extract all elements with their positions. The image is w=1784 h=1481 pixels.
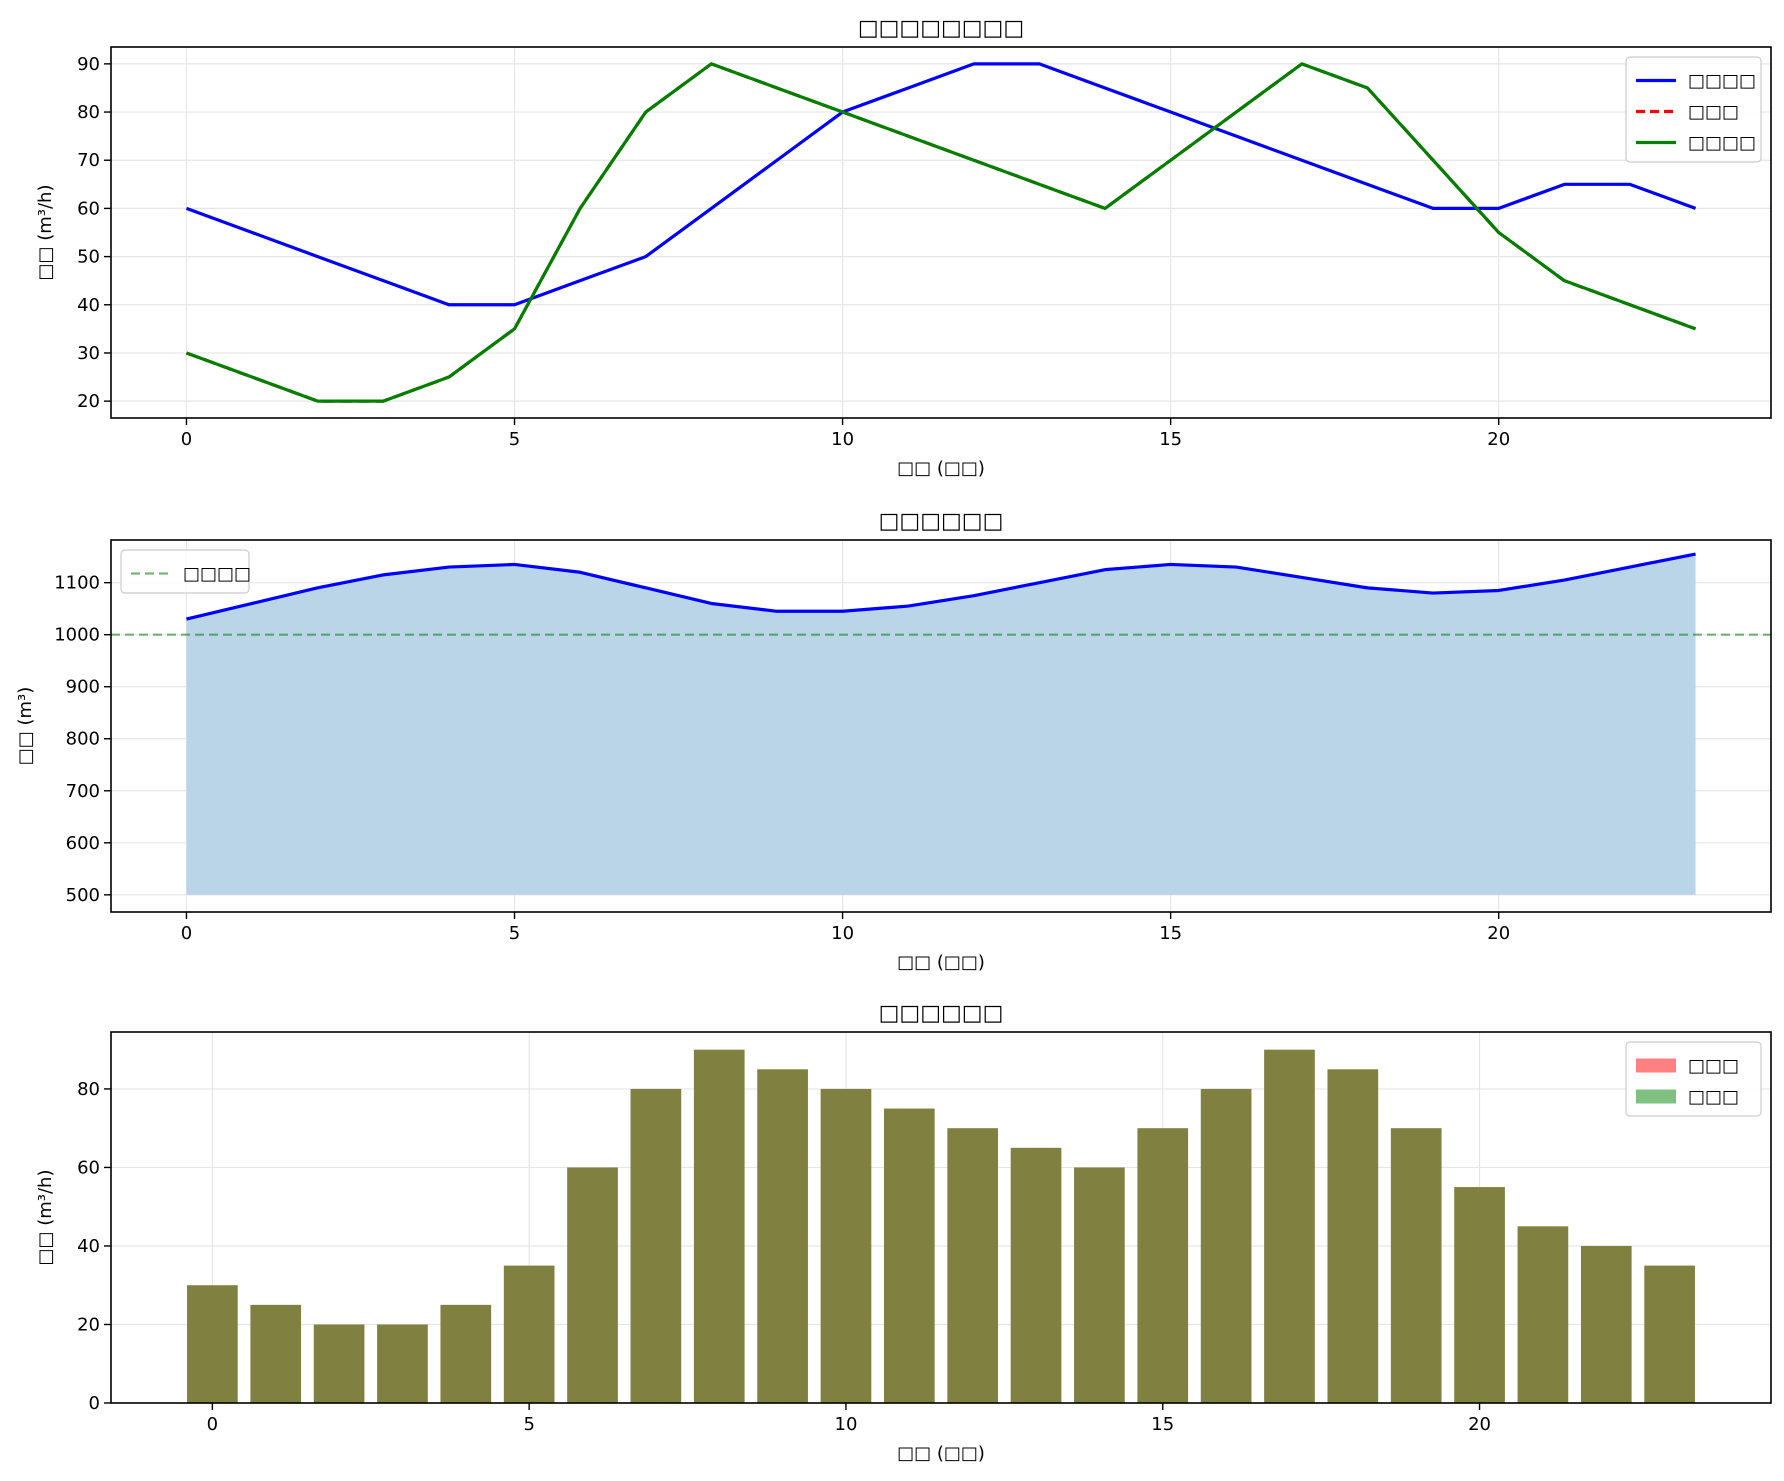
- bar: [1517, 1226, 1569, 1403]
- y-tick-label: 30: [77, 343, 100, 364]
- x-axis-label: □□ (□□): [897, 458, 985, 479]
- y-tick-label: 20: [77, 1314, 100, 1335]
- bar: [1580, 1245, 1632, 1403]
- x-tick-label: 20: [1487, 429, 1510, 450]
- x-tick-label: 10: [831, 429, 854, 450]
- x-tick-label: 0: [207, 1414, 218, 1435]
- bar: [187, 1285, 238, 1403]
- bar: [1264, 1049, 1315, 1403]
- legend-label: □□□: [1688, 1056, 1739, 1077]
- bar: [693, 1049, 745, 1403]
- y-tick-label: 60: [77, 1157, 100, 1178]
- chart-title: □□□□□□□□: [858, 16, 1024, 41]
- x-tick-label: 0: [181, 923, 192, 944]
- bar: [440, 1304, 492, 1403]
- bar: [377, 1324, 428, 1403]
- x-tick-label: 15: [1159, 923, 1182, 944]
- y-tick-label: 70: [77, 150, 100, 171]
- plot-marks: [185, 62, 1697, 403]
- y-tick-label: 40: [77, 295, 100, 316]
- y-tick-label: 700: [66, 781, 100, 802]
- legend-label: □□□□: [1688, 71, 1756, 92]
- legend-label: □□□: [1688, 1087, 1739, 1108]
- y-tick-label: 50: [77, 247, 100, 268]
- x-tick-label: 0: [181, 429, 192, 450]
- plot-marks: [187, 1049, 1695, 1403]
- y-axis-label: □□ (m³/h): [35, 184, 56, 280]
- legend-label: □□□□: [1688, 133, 1756, 154]
- y-tick-label: 600: [66, 833, 100, 854]
- legend-label: □□□: [1688, 102, 1739, 123]
- series-line-0: [186, 552, 1696, 621]
- plot-marks: [111, 552, 1771, 895]
- bar: [820, 1088, 872, 1403]
- y-tick-label: 800: [66, 729, 100, 750]
- x-axis-label: □□ (□□): [897, 952, 985, 973]
- y-tick-label: 40: [77, 1236, 100, 1257]
- bar: [503, 1265, 555, 1403]
- y-tick-label: 60: [77, 198, 100, 219]
- legend: □□□□: [120, 549, 251, 594]
- axes-frame: [110, 539, 1772, 913]
- x-tick-label: 5: [509, 923, 520, 944]
- ticks: 0 5 10 15 20 20 30 40 50 60 70 80 90: [77, 54, 1510, 450]
- storage-area-fill: [186, 554, 1696, 895]
- y-axis-label: □□ (m³/h): [35, 1169, 56, 1265]
- x-tick-label: 5: [509, 429, 520, 450]
- legend: □□□□□□□□□□□: [1625, 56, 1762, 163]
- chart-title: □□□□□□: [879, 509, 1004, 534]
- y-tick-label: 80: [77, 1079, 100, 1100]
- y-tick-label: 20: [77, 391, 100, 412]
- x-tick-label: 15: [1151, 1414, 1174, 1435]
- y-tick-label: 1000: [54, 625, 100, 646]
- ticks: 0 5 10 15 20 500 600 700 800 900 1000 1100: [54, 573, 1510, 944]
- legend-label: □□□□: [183, 564, 251, 585]
- x-axis-label: □□ (□□): [897, 1443, 985, 1464]
- bar: [250, 1304, 302, 1403]
- series-line-0: [185, 62, 1697, 307]
- x-tick-label: 15: [1159, 429, 1182, 450]
- bar: [1644, 1265, 1695, 1403]
- y-tick-label: 90: [77, 54, 100, 75]
- bar: [1137, 1128, 1189, 1403]
- x-tick-label: 20: [1468, 1414, 1491, 1435]
- x-tick-label: 10: [831, 923, 854, 944]
- x-tick-label: 5: [523, 1414, 534, 1435]
- ticks: 0 5 10 15 20 0 20 40 60 80: [77, 1079, 1491, 1435]
- y-tick-label: 500: [66, 885, 100, 906]
- bar: [1010, 1147, 1062, 1403]
- bar: [757, 1069, 808, 1403]
- chart-panel-storage: 0 5 10 15 20 500 600 700 800 900 1000 1100 □□□□□□ □□ …: [15, 509, 1772, 973]
- legend-swatch: [1636, 1058, 1676, 1073]
- y-tick-label: 1100: [54, 573, 100, 594]
- axes-frame: [110, 46, 1772, 419]
- bar: [313, 1324, 365, 1403]
- legend-box: [120, 549, 250, 594]
- bar: [1327, 1069, 1379, 1403]
- bar: [1074, 1167, 1125, 1403]
- series-line-2: [185, 62, 1697, 403]
- legend-box: [1625, 56, 1762, 163]
- y-tick-label: 80: [77, 102, 100, 123]
- legend-swatch: [1636, 1089, 1676, 1104]
- bar: [630, 1088, 682, 1403]
- y-axis-label: □□ (m³): [15, 687, 36, 766]
- bar: [1390, 1128, 1442, 1403]
- y-tick-label: 0: [89, 1393, 100, 1414]
- bar: [1454, 1187, 1505, 1403]
- legend: □□□ □□□: [1625, 1041, 1762, 1117]
- bar: [567, 1167, 618, 1403]
- x-tick-label: 10: [835, 1414, 858, 1435]
- x-tick-label: 20: [1487, 923, 1510, 944]
- bar: [947, 1128, 999, 1403]
- bar: [1200, 1088, 1252, 1403]
- axes-frame: [110, 1031, 1772, 1404]
- y-tick-label: 900: [66, 677, 100, 698]
- chart-title: □□□□□□: [879, 1001, 1004, 1026]
- bar: [883, 1108, 935, 1403]
